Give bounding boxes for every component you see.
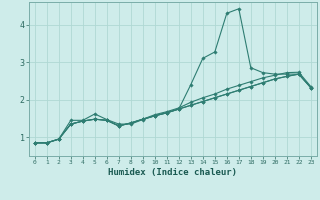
- X-axis label: Humidex (Indice chaleur): Humidex (Indice chaleur): [108, 168, 237, 177]
